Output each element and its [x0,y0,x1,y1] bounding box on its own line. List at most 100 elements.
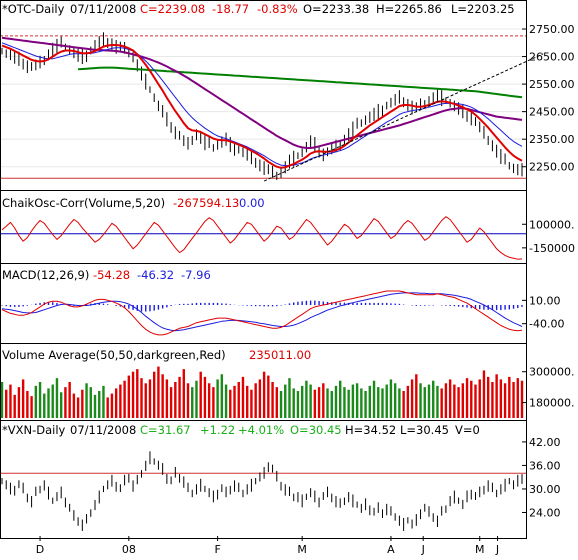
volume-bar [106,397,109,418]
volume-bar [512,382,515,418]
volume-bar [55,378,59,418]
price-close: C=2239.08 [140,2,205,16]
volume-bar [305,380,308,418]
volume-bar [410,379,414,418]
vxn-tick-label: 42.00 [529,436,561,449]
volume-bar [398,388,401,418]
volume-bar [317,387,321,418]
volume-bar [241,376,245,418]
macd-series [1,290,523,336]
vxn-date: 07/11/2008 [70,423,136,437]
volume-bar [229,389,232,418]
chaikin-tick-label: -150000 [529,242,575,255]
x-axis: D 08 F M A MJ J [36,536,499,556]
chaikin-value-2: 0.00 [239,196,265,210]
volume-bar [161,374,164,418]
volume-bar [136,369,139,418]
x-tick-label: M [475,543,485,556]
osc-line [1,216,523,260]
volume-bar [486,376,490,418]
volume-bar [309,384,312,418]
volume-bar [300,385,304,418]
volume-bar [203,376,207,418]
price-tick-label: 2450.00 [529,106,575,119]
vxn-tick-label: 36.00 [529,459,561,472]
volume-bar [491,382,494,418]
price-panel: *OTC-Daily 07/11/2008 C=2239.08 -18.77 -… [0,2,575,182]
volume-bar [127,375,131,418]
volume-bar [34,385,38,418]
volume-bar [220,374,224,418]
volume-bar [465,378,469,418]
volume-bar [495,374,498,418]
volume-bar [250,389,253,418]
vxn-panel: *VXN-Daily 07/11/2008 C=31.67 +1.22 +4.0… [0,423,561,531]
sma_purple-line [1,36,523,149]
macd-panel: MACD(12,26,9) -54.28 -46.32 -7.96 10.00 -… [1,268,564,336]
volume-bar [195,380,198,418]
volume-bar [279,391,283,418]
price-high: H=2265.86 [376,2,442,16]
volume-bar [98,391,101,418]
volume-bar [271,382,274,418]
volume-bar [216,379,219,418]
volume-bar [406,385,410,418]
volume-value: 235011.00 [249,348,311,362]
volume-bar [114,388,118,418]
volume-bar [444,383,448,418]
vxn-low: L=30.45 [400,423,449,437]
chart-frame [0,0,527,539]
macd-tick-label: -40.00 [529,318,564,331]
volume-bar [81,389,84,418]
volume-bar [499,379,503,418]
volume-bar [76,397,80,418]
sma_green-line [78,66,523,99]
volume-bars [0,366,524,418]
volume-tick-label: 180000. [529,397,575,410]
price-change: -18.77 [212,2,249,16]
volume-bar [436,385,439,418]
vxn-v: V=0 [455,423,480,437]
macd-name: MACD(12,26,9) [2,268,89,282]
volume-bar [59,392,63,418]
volume-bar [102,385,105,418]
volume-bar [38,382,42,418]
macd-value: -54.28 [93,268,130,282]
volume-bar [343,387,346,418]
volume-bar [516,378,519,418]
volume-bar [453,384,456,418]
volume-bar [0,382,4,418]
volume-bar [148,379,152,418]
volume-bar [334,385,338,418]
volume-bar [389,379,393,418]
macd-signal-value: -46.32 [137,268,174,282]
volume-bar [233,385,236,418]
volume-bar [21,379,25,418]
macd-line [1,290,523,336]
volume-bar [152,371,156,418]
price-date: 07/11/2008 [70,2,136,16]
price-reference-lines [0,35,526,179]
volume-bar [288,378,291,418]
chaikin-y-ticks: 100000. -150000 [522,218,575,255]
price-gridlines [0,28,526,168]
volume-bar [461,383,465,418]
volume-bar [157,366,160,418]
price-symbol: *OTC-Daily [2,2,65,16]
volume-bar [110,393,114,418]
volume-bar [482,370,486,418]
volume-bar [246,385,249,418]
chaikin-panel: ChaikOsc-Corr(Volume,5,20) -267594.13 0.… [0,196,575,260]
volume-bar [26,391,29,418]
volume-bar [339,380,342,418]
volume-bar [440,388,443,418]
x-tick-label: A [387,543,395,556]
volume-bar [212,387,215,418]
volume-bar [89,387,92,418]
x-tick-label: D [36,543,44,556]
volume-bar [262,371,266,418]
volume-bar [360,388,363,418]
volume-bar [520,380,524,418]
